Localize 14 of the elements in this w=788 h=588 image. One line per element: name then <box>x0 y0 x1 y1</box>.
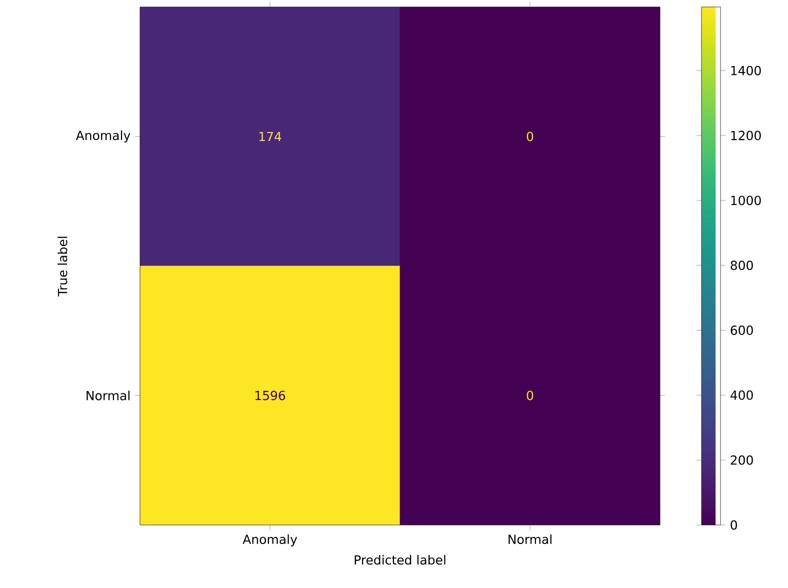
data-label: 0 <box>526 390 534 400</box>
color-bar-label: 200 <box>730 455 753 465</box>
color-bar-label: 1400 <box>731 66 761 76</box>
color-bar-label: 0 <box>730 520 738 530</box>
y-axis-title: True label <box>58 236 68 296</box>
color-bar-label: 600 <box>730 326 753 335</box>
color-bar-label: 1000 <box>731 196 761 206</box>
data-label: 1596 <box>255 390 286 400</box>
data-label: 0 <box>526 132 534 142</box>
color-bar-label: 800 <box>730 260 753 270</box>
color-bar-label: 400 <box>730 390 753 400</box>
color-bar-label: 1200 <box>731 130 761 140</box>
x-axis-title: Predicted label <box>354 554 446 565</box>
data-label: 174 <box>259 132 282 142</box>
